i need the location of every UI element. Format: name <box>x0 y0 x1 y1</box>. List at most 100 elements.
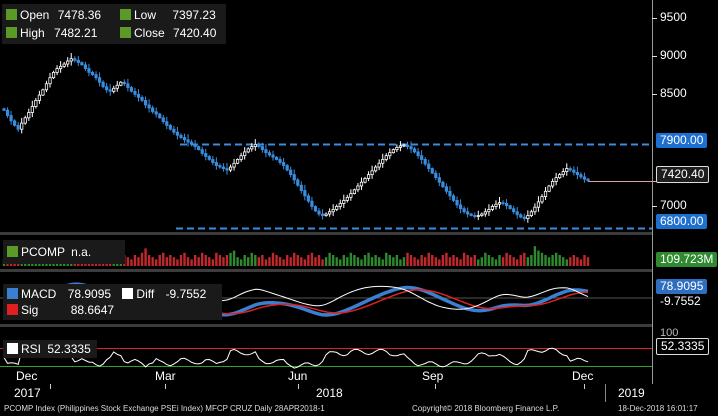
candle-body <box>381 159 385 164</box>
candle-body <box>540 196 544 203</box>
candle-body <box>476 215 480 217</box>
volume-bar <box>197 257 200 266</box>
volume-bar <box>434 257 438 266</box>
volume-last-value: 109.723M <box>656 252 718 267</box>
time-axis[interactable] <box>0 384 718 404</box>
volume-bar <box>257 257 261 266</box>
rsi-last-value: 52.3335 <box>656 338 710 355</box>
volume-bar <box>498 255 501 266</box>
volume-bar <box>427 252 430 266</box>
volume-bar <box>370 257 374 266</box>
time-tick <box>298 384 299 389</box>
candle-body <box>207 156 211 160</box>
volume-bar <box>193 255 197 266</box>
candle-body <box>306 195 310 202</box>
open-label: Open <box>20 8 50 22</box>
legend-swatch <box>6 9 17 20</box>
volume-bar <box>579 259 583 266</box>
candle-body <box>313 206 318 212</box>
volume-bar <box>363 255 367 266</box>
candle-body <box>289 169 293 176</box>
candle-body <box>303 190 307 197</box>
volume-bar <box>494 259 498 266</box>
volume-bar <box>158 255 161 266</box>
candle-body <box>44 83 49 91</box>
candle-body <box>391 149 395 154</box>
volume-bar <box>501 257 505 266</box>
volume-bar <box>569 257 572 266</box>
candle-body <box>257 143 261 148</box>
y-tick-label: 9500 <box>660 10 687 24</box>
candle-body <box>497 202 502 205</box>
volume-bar <box>137 257 140 266</box>
candle-body <box>264 149 268 154</box>
volume-bar <box>211 259 215 266</box>
volume-bar <box>236 257 239 266</box>
candle-body <box>250 146 254 150</box>
candle-body <box>182 137 187 141</box>
candle-body <box>101 81 105 88</box>
volume-bar <box>466 255 469 266</box>
macd-value: 78.9095 <box>67 287 112 301</box>
candle-body <box>27 112 31 119</box>
volume-bar <box>416 259 420 266</box>
panel-divider <box>0 232 718 235</box>
candle-body <box>480 213 484 216</box>
volume-bar <box>445 252 448 266</box>
candle-body <box>296 179 300 186</box>
candle-body <box>508 205 512 210</box>
volume-bar <box>201 252 204 266</box>
candle-body <box>398 145 403 148</box>
volume-bar <box>385 252 388 266</box>
candle-body <box>551 181 555 187</box>
candle-body <box>430 168 434 174</box>
level-label-upper: 7900.00 <box>656 133 708 148</box>
candle-body <box>66 60 70 65</box>
candle-body <box>370 170 374 176</box>
diff-label: Diff <box>136 287 155 301</box>
candle-body <box>193 143 197 148</box>
candle-body <box>2 108 6 111</box>
volume-bar <box>165 257 169 266</box>
candle-body <box>168 125 172 130</box>
candle-body <box>345 196 349 201</box>
legend-swatch <box>120 9 131 20</box>
candle-body <box>536 201 541 208</box>
low-label: Low <box>134 8 157 22</box>
volume-bar <box>530 255 533 266</box>
volume-bar <box>239 259 243 266</box>
volume-bar <box>126 257 130 266</box>
candle-body <box>16 125 20 130</box>
candle-body <box>515 211 519 216</box>
candle-body <box>363 178 367 183</box>
volume-bar <box>470 257 473 266</box>
candle-body <box>366 174 371 179</box>
volume-bar <box>293 252 296 266</box>
price-axis[interactable] <box>652 0 718 384</box>
tick-mark <box>652 94 657 95</box>
volume-series-value: n.a. <box>71 245 92 259</box>
volume-bar <box>324 257 328 266</box>
candle-body <box>126 83 130 88</box>
volume-bar <box>307 255 310 266</box>
candle-body <box>543 190 548 197</box>
volume-bar <box>519 255 522 266</box>
candle-body <box>59 65 63 69</box>
diff-value: -9.7552 <box>165 287 207 301</box>
footer-copyright: Copyright© 2018 Bloomberg Finance L.P. <box>412 404 560 413</box>
tick-mark <box>652 18 657 19</box>
candle-body <box>200 149 204 154</box>
volume-bar <box>339 259 342 266</box>
volume-bar <box>491 257 494 266</box>
candle-body <box>175 131 180 136</box>
volume-bar <box>268 257 271 266</box>
year-label: 2017 <box>14 386 41 400</box>
legend-swatch <box>7 246 18 257</box>
candle-body <box>575 171 579 176</box>
candle-body <box>197 146 201 151</box>
candle-body <box>204 153 208 157</box>
open-value: 7478.36 <box>57 8 102 22</box>
candle-body <box>136 93 141 98</box>
candle-body <box>299 184 303 191</box>
